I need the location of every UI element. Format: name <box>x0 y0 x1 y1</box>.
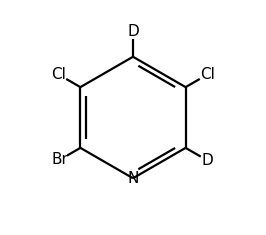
Text: Br: Br <box>52 152 69 167</box>
Text: D: D <box>127 24 139 39</box>
Text: N: N <box>128 171 139 186</box>
Text: Cl: Cl <box>200 67 215 82</box>
Text: D: D <box>202 153 214 168</box>
Text: Cl: Cl <box>51 67 66 82</box>
